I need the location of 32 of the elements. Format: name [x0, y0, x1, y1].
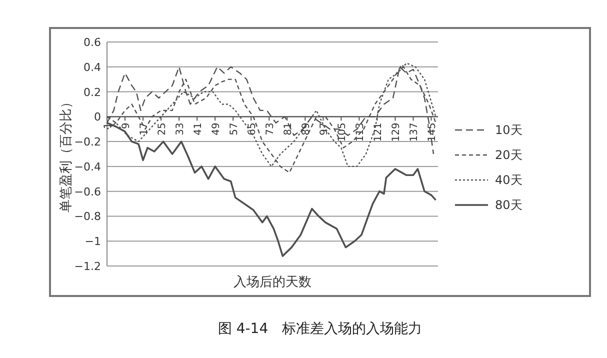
x-tick-label: 105	[337, 122, 348, 142]
x-tick-label: 113	[355, 122, 366, 142]
y-tick-label: −0.2	[74, 136, 101, 149]
x-tick-label: 25	[157, 122, 168, 136]
caption: 图 4-14 标准差入场的入场能力	[218, 321, 422, 337]
x-tick-label: 49	[211, 122, 222, 136]
x-tick-label: 65	[247, 122, 258, 136]
legend-label: 80天	[495, 198, 522, 212]
y-axis-title: 单笔盈利（百分比）	[59, 96, 74, 212]
x-axis-title: 入场后的天数	[234, 275, 312, 290]
y-tick-label: 0.4	[84, 60, 101, 74]
x-tick-label: 9	[121, 122, 132, 130]
x-tick-label: 145	[427, 122, 438, 142]
y-tick-label: −0.6	[74, 185, 101, 198]
legend-label: 10天	[495, 123, 522, 137]
y-tick-label: 0.6	[84, 36, 101, 49]
x-tick-label: 121	[373, 122, 384, 142]
y-tick-label: 0.2	[84, 86, 101, 99]
x-tick-label: 81	[283, 122, 294, 136]
x-tick-label: 41	[193, 122, 204, 136]
x-tick-label: 33	[175, 122, 186, 136]
y-tick-label: −1	[84, 235, 101, 248]
legend-label: 40天	[495, 173, 522, 187]
x-tick-label: 57	[229, 122, 240, 136]
x-tick-label: 73	[265, 122, 276, 136]
y-tick-label: −0.4	[74, 160, 101, 174]
x-tick-label: 129	[391, 122, 402, 142]
y-tick-label: 0	[94, 110, 101, 124]
y-tick-label: −1.2	[74, 260, 101, 273]
legend-label: 20天	[495, 148, 522, 162]
y-tick-label: −0.8	[74, 210, 101, 224]
x-tick-label: 137	[409, 122, 420, 142]
